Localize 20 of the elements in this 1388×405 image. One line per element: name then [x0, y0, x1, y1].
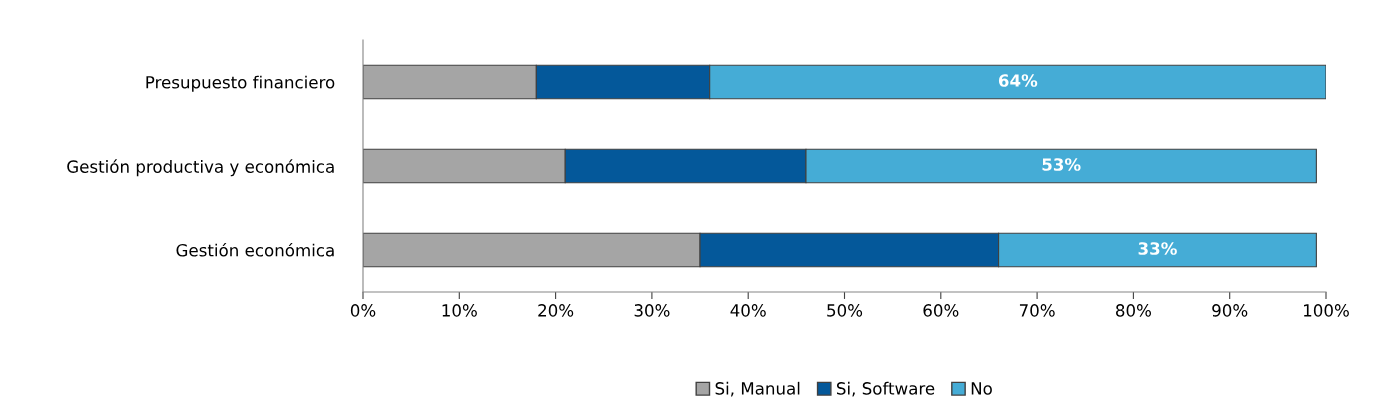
x-tick-label: 50% [827, 304, 863, 317]
x-tick-label: 100% [1304, 304, 1349, 317]
data-label: 33% [1138, 242, 1177, 255]
y-tick-label: Gestión económica [176, 243, 334, 257]
data-label: 64% [998, 74, 1038, 87]
x-tick-label: 30% [634, 304, 670, 317]
legend-label: Si, Software [836, 381, 935, 397]
x-tick-label: 20% [538, 304, 574, 317]
x-tick-label: 10% [442, 304, 477, 317]
x-tick-label: 70% [1019, 304, 1055, 317]
x-tick-label: 60% [923, 304, 959, 317]
x-tick-label: 90% [1212, 304, 1248, 317]
x-tick-label: 40% [730, 304, 766, 317]
y-tick-label: Gestión productiva y económica [67, 159, 334, 177]
x-tick-label: 80% [1116, 304, 1151, 317]
legend-label: No [971, 382, 992, 395]
data-label: 53% [1042, 158, 1081, 171]
legend-label: Si, Manual [715, 381, 800, 397]
y-tick-label: Presupuesto financiero [146, 75, 335, 92]
x-tick-label: 0% [350, 304, 376, 317]
